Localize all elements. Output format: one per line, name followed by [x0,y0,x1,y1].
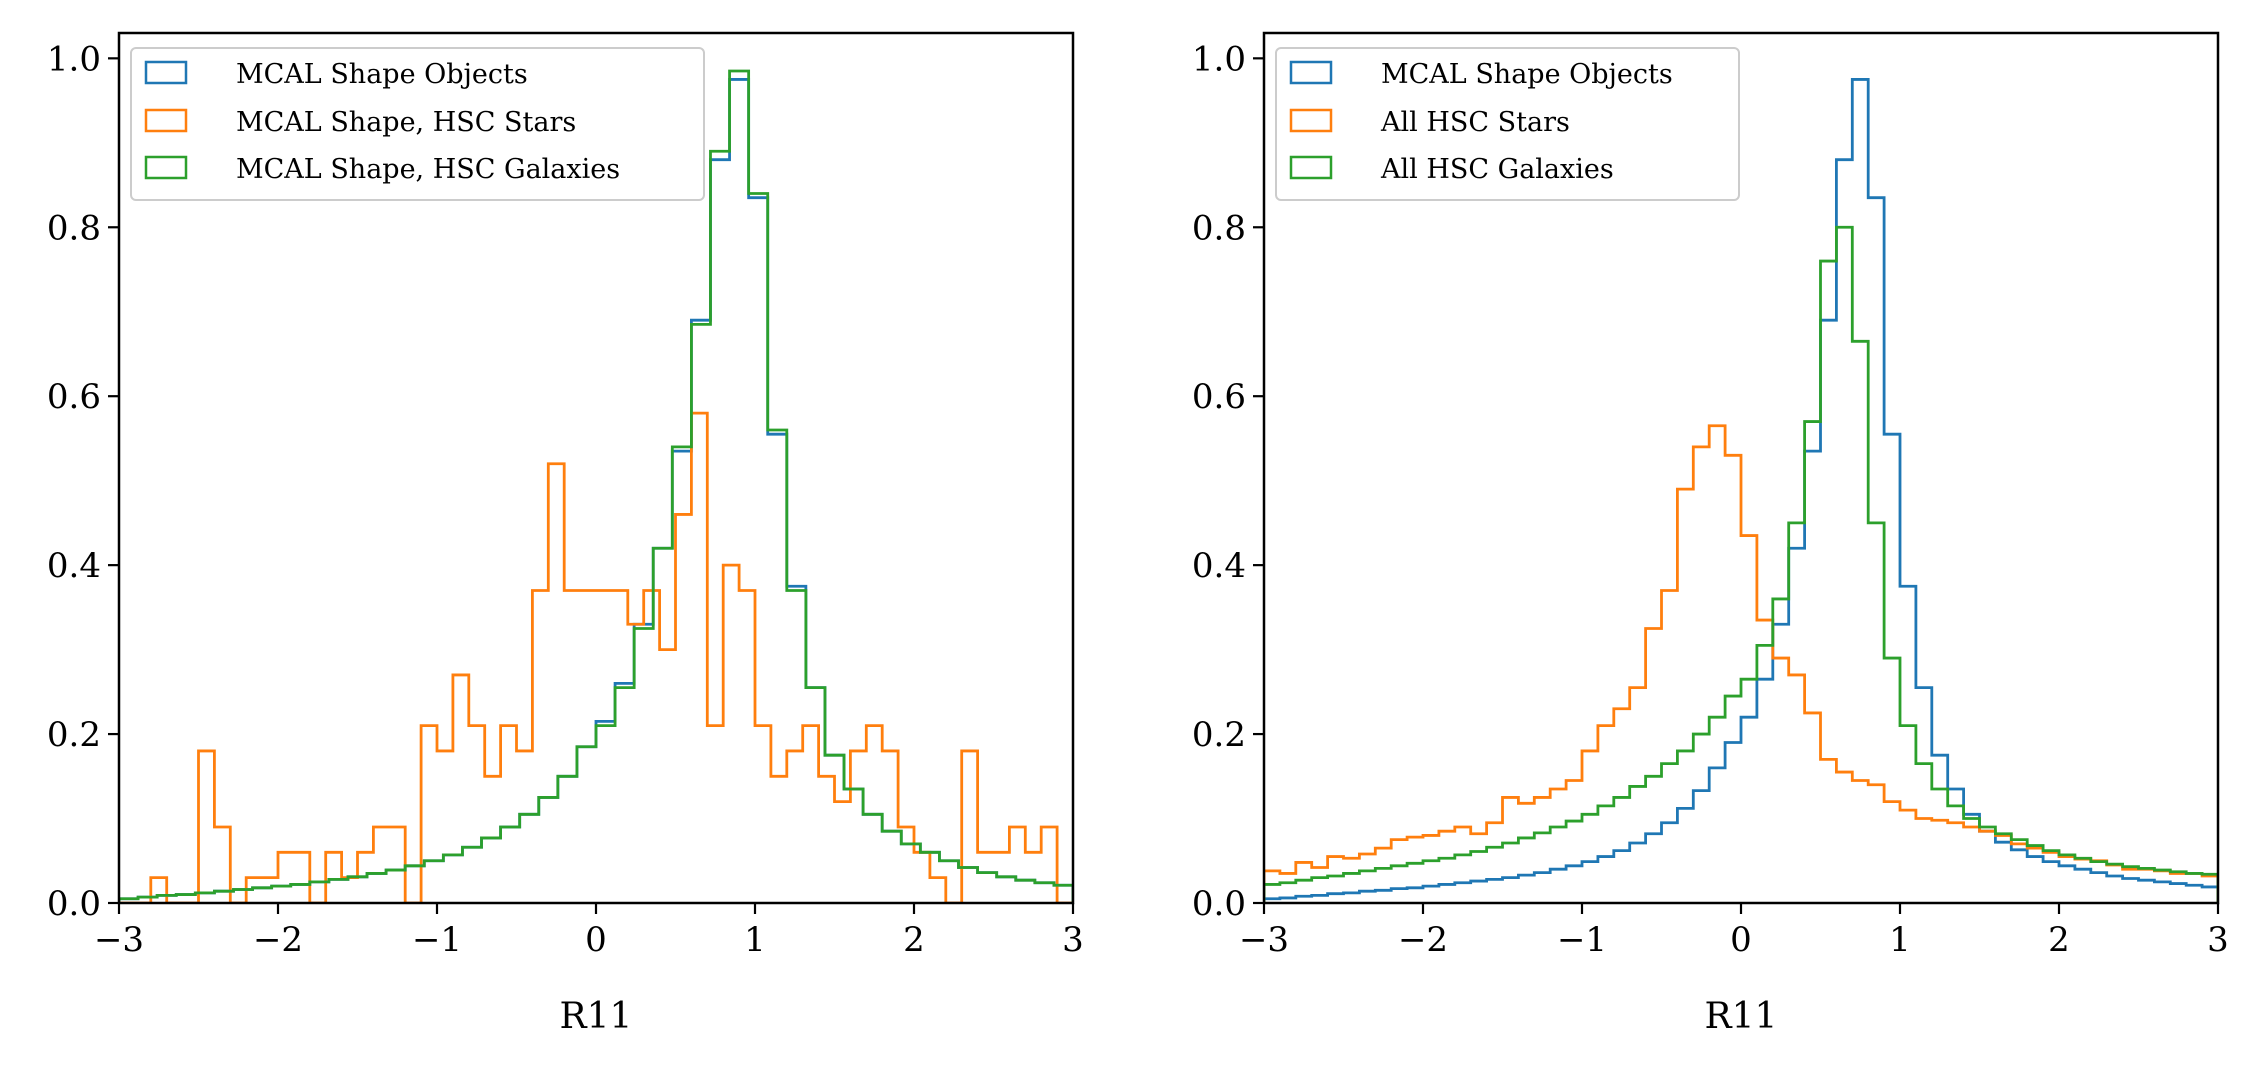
right-legend-swatch-0 [1289,60,1333,85]
left-y-tick-label: 0.6 [47,377,101,417]
left-legend-label-1: MCAL Shape, HSC Stars [236,107,576,138]
right-x-tick-label: −2 [1398,920,1448,960]
left-panel: −3 −2 −1 0 1 2 3 0.0 0.2 0.4 0.6 0.8 1.0 R11 MCAL S… [47,31,1084,1037]
right-x-ticks: −3 −2 −1 0 1 2 3 [1239,903,2229,960]
right-y-tick-label: 0.8 [1192,208,1246,248]
right-plot-content [1264,78,2218,903]
right-legend-label-0: MCAL Shape Objects [1381,59,1673,90]
right-y-tick-label: 0.4 [1192,546,1246,586]
right-x-tick-label: 3 [2207,920,2229,960]
left-legend-swatch-0 [144,60,188,85]
left-plot-content [119,69,1073,903]
right-x-tick-label: 1 [1889,920,1911,960]
right-legend-box [1275,47,1740,201]
right-legend: MCAL Shape Objects All HSC Stars All HSC… [1275,47,1740,201]
left-legend-box [130,47,705,201]
right-y-tick-label: 1.0 [1192,39,1246,79]
right-legend-label-1: All HSC Stars [1380,107,1570,138]
left-x-tick-label: −3 [94,920,144,960]
left-x-tick-label: −1 [412,920,462,960]
left-y-tick-label: 0.4 [47,546,101,586]
left-legend-label-2: MCAL Shape, HSC Galaxies [236,154,620,185]
right-x-tick-label: 2 [2048,920,2070,960]
left-legend-label-0: MCAL Shape Objects [236,59,528,90]
right-series-0-step [1264,78,2218,903]
left-x-tick-label: 2 [903,920,925,960]
right-y-tick-label: 0.2 [1192,715,1246,755]
right-legend-swatch-2 [1289,155,1333,180]
right-series-1-step [1264,424,2218,903]
left-series-2-step [119,69,1073,903]
right-series-2-step [1264,225,2218,903]
right-x-tick-label: −1 [1557,920,1607,960]
left-legend-swatch-2 [144,155,188,180]
left-x-tick-label: 1 [744,920,766,960]
right-legend-label-2: All HSC Galaxies [1380,154,1614,185]
left-legend: MCAL Shape Objects MCAL Shape, HSC Stars… [130,47,705,201]
right-x-tick-label: 0 [1730,920,1752,960]
left-x-tick-label: 0 [585,920,607,960]
right-y-ticks: 0.0 0.2 0.4 0.6 0.8 1.0 [1192,39,1264,924]
left-x-ticks: −3 −2 −1 0 1 2 3 [94,903,1084,960]
right-y-tick-label: 0.6 [1192,377,1246,417]
left-y-ticks: 0.0 0.2 0.4 0.6 0.8 1.0 [47,39,119,924]
right-legend-swatch-1 [1289,108,1333,133]
right-panel: −3 −2 −1 0 1 2 3 0.0 0.2 0.4 0.6 0.8 1.0 R11 MCAL S… [1192,31,2229,1037]
right-x-tick-label: −3 [1239,920,1289,960]
left-x-tick-label: −2 [253,920,303,960]
left-x-tick-label: 3 [1062,920,1084,960]
left-y-tick-label: 0.8 [47,208,101,248]
right-y-tick-label: 0.0 [1192,884,1246,924]
left-legend-swatch-1 [144,108,188,133]
left-y-tick-label: 1.0 [47,39,101,79]
left-y-tick-label: 0.0 [47,884,101,924]
right-x-axis-label: R11 [1705,996,1778,1037]
left-y-tick-label: 0.2 [47,715,101,755]
left-x-axis-label: R11 [560,996,633,1037]
